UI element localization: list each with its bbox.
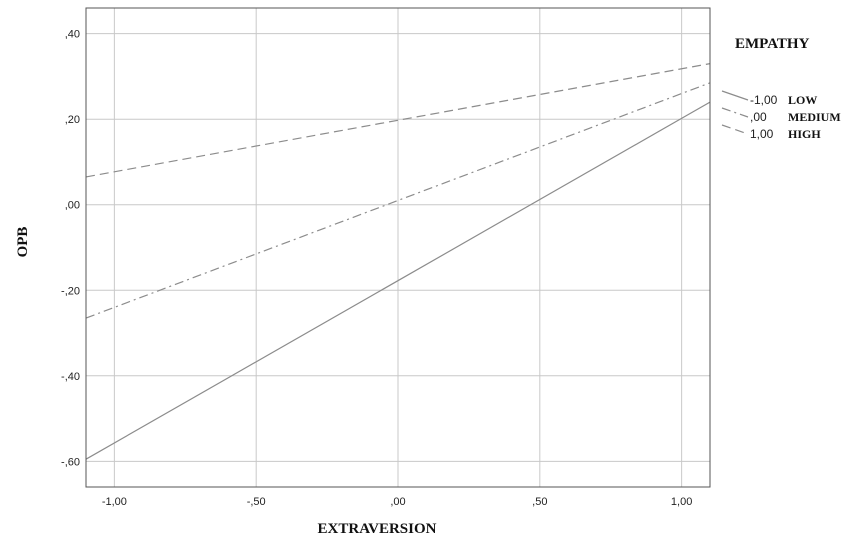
series-lines bbox=[85, 63, 711, 460]
x-tick-label: -,50 bbox=[247, 496, 266, 508]
series-line-medium bbox=[85, 82, 711, 319]
x-tick-label: 1,00 bbox=[671, 496, 692, 508]
y-tick-label: ,00 bbox=[65, 200, 80, 212]
y-tick-label: -,60 bbox=[61, 456, 80, 468]
plot-frame bbox=[85, 7, 711, 488]
legend-swatch-high bbox=[721, 124, 749, 135]
legend-label-high: HIGH bbox=[788, 127, 821, 141]
legend: -1,00 LOW ,00 MEDIUM 1,00 HIGH bbox=[721, 90, 841, 141]
series-line-high bbox=[85, 63, 711, 178]
x-tick-labels: -1,00 -,50 ,00 ,50 1,00 bbox=[102, 496, 693, 508]
legend-label-medium: MEDIUM bbox=[788, 110, 841, 124]
legend-value-low: -1,00 bbox=[750, 93, 778, 107]
x-tick-label: ,50 bbox=[532, 496, 547, 508]
x-tick-label: ,00 bbox=[390, 496, 405, 508]
legend-value-high: 1,00 bbox=[750, 127, 774, 141]
y-tick-labels: ,40 ,20 ,00 -,20 -,40 -,60 bbox=[61, 29, 80, 469]
y-tick-label: -,40 bbox=[61, 371, 80, 383]
legend-swatch-low bbox=[721, 90, 749, 101]
x-axis-title: EXTRAVERSION bbox=[318, 521, 437, 537]
legend-title: EMPATHY bbox=[735, 36, 810, 52]
grid bbox=[86, 8, 710, 487]
y-tick-label: ,40 bbox=[65, 29, 80, 41]
legend-label-low: LOW bbox=[788, 93, 817, 107]
y-tick-label: ,20 bbox=[65, 114, 80, 126]
y-tick-label: -,20 bbox=[61, 285, 80, 297]
legend-swatch-medium bbox=[721, 107, 749, 118]
y-axis-title: OPB bbox=[15, 227, 31, 258]
x-tick-label: -1,00 bbox=[102, 496, 127, 508]
series-line-low bbox=[85, 101, 711, 460]
legend-value-medium: ,00 bbox=[750, 110, 767, 124]
